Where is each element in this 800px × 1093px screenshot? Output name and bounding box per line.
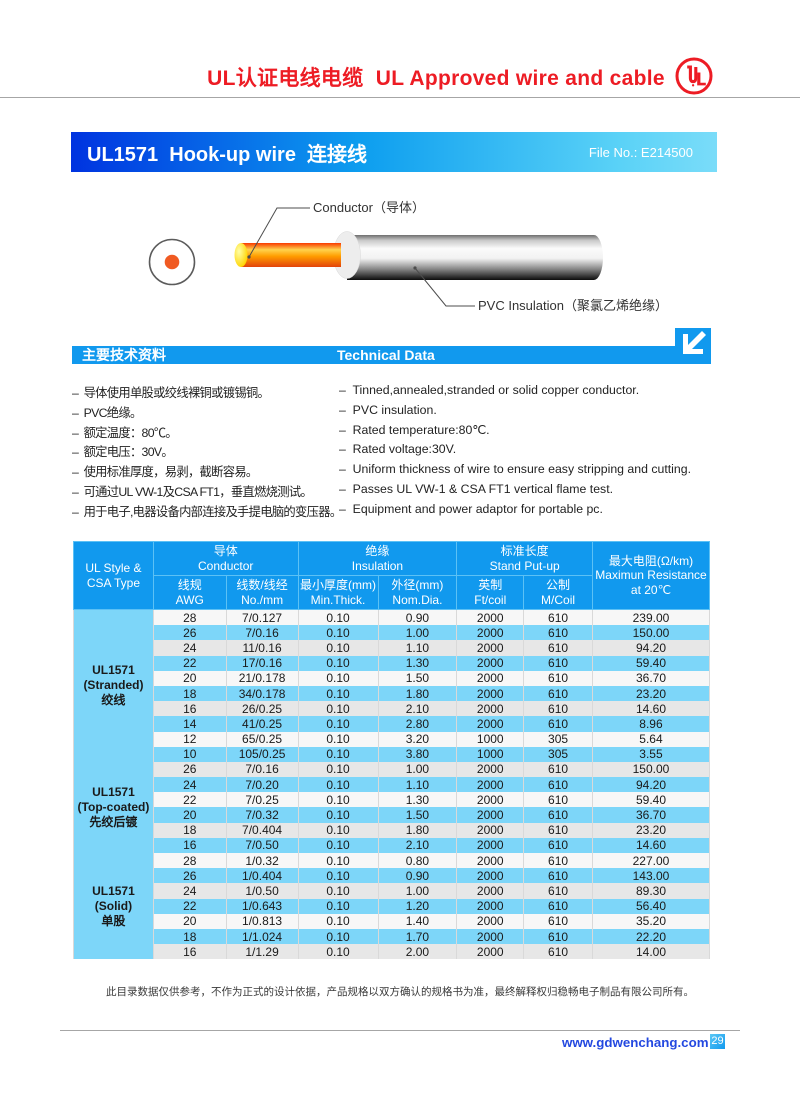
svg-text:PVC Insulation（聚氯乙烯绝缘）: PVC Insulation（聚氯乙烯绝缘） xyxy=(478,298,668,313)
svg-text:Conductor（导体）: Conductor（导体） xyxy=(313,200,425,215)
